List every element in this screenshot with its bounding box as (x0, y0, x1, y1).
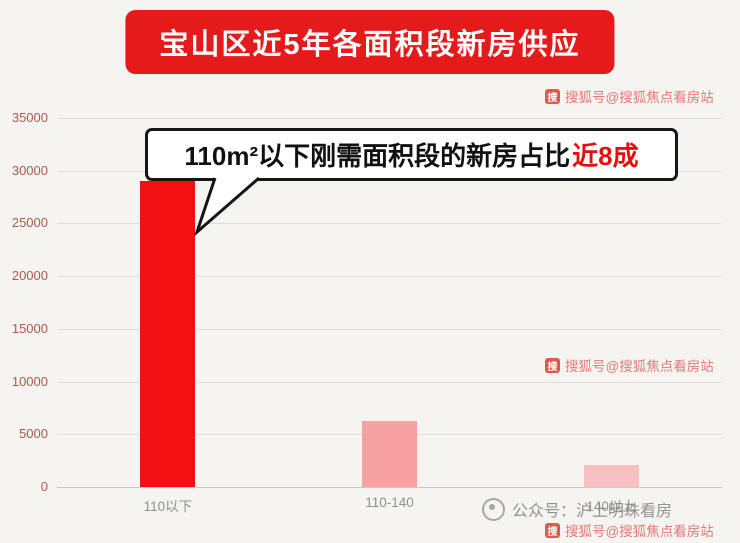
y-axis-tick-label: 10000 (11, 373, 48, 389)
sohu-logo-icon: 搜 (545, 522, 560, 538)
watermark-wechat: 公众号：沪上明珠看房 (482, 497, 672, 521)
y-axis-tick-label: 35000 (11, 110, 48, 125)
x-axis-tick-label: 140以上 (586, 499, 636, 514)
bar-140以上 (583, 464, 639, 487)
y-axis-tick-label: 20000 (11, 268, 48, 284)
watermark-text: 搜狐号@搜狐焦点看房站 (565, 359, 714, 374)
bar-110-140 (362, 420, 417, 487)
watermark-sohu-middle: 搜 搜狐号@搜狐焦点看房站 (545, 355, 714, 375)
y-axis-tick-label: 5000 (19, 426, 48, 442)
gridline (57, 487, 722, 488)
y-axis-tick-label: 0 (40, 479, 48, 494)
sohu-logo-icon: 搜 (545, 357, 560, 373)
gridline (57, 276, 722, 278)
y-axis-tick-label: 15000 (11, 320, 48, 336)
gridline (57, 381, 722, 383)
gridline (57, 118, 722, 119)
sohu-logo-icon: 搜 (545, 88, 560, 104)
x-axis-tick-label: 110-140 (365, 495, 414, 510)
annotation-text: 110m²以下刚需面积段的新房占比 (184, 141, 571, 171)
bar-chart: 35000 30000 25000 20000 15000 10000 5000 0 110以下… (0, 90, 740, 520)
watermark-text: 公众号：沪上明珠看房 (512, 503, 673, 520)
gridline (57, 223, 722, 225)
y-axis-tick-label: 30000 (11, 162, 48, 178)
annotation-callout: 110m²以下刚需面积段的新房占比 近8成 (145, 128, 678, 181)
y-axis-tick-label: 25000 (11, 215, 48, 231)
bar-110以下 (140, 181, 196, 487)
gridline (57, 328, 722, 330)
watermark-text: 搜狐号@搜狐焦点看房站 (565, 524, 714, 539)
watermark-sohu-bottom: 搜 搜狐号@搜狐焦点看房站 (545, 520, 714, 540)
wechat-logo-icon (482, 497, 505, 521)
callout-tail-pointer (194, 176, 260, 236)
x-axis-tick-label: 110以下 (143, 499, 193, 514)
chart-title-banner: 宝山区近5年各面积段新房供应 (125, 10, 615, 74)
watermark-sohu-top: 搜 搜狐号@搜狐焦点看房站 (545, 86, 714, 106)
watermark-text: 搜狐号@搜狐焦点看房站 (565, 90, 714, 105)
annotation-highlight: 近8成 (572, 141, 639, 171)
